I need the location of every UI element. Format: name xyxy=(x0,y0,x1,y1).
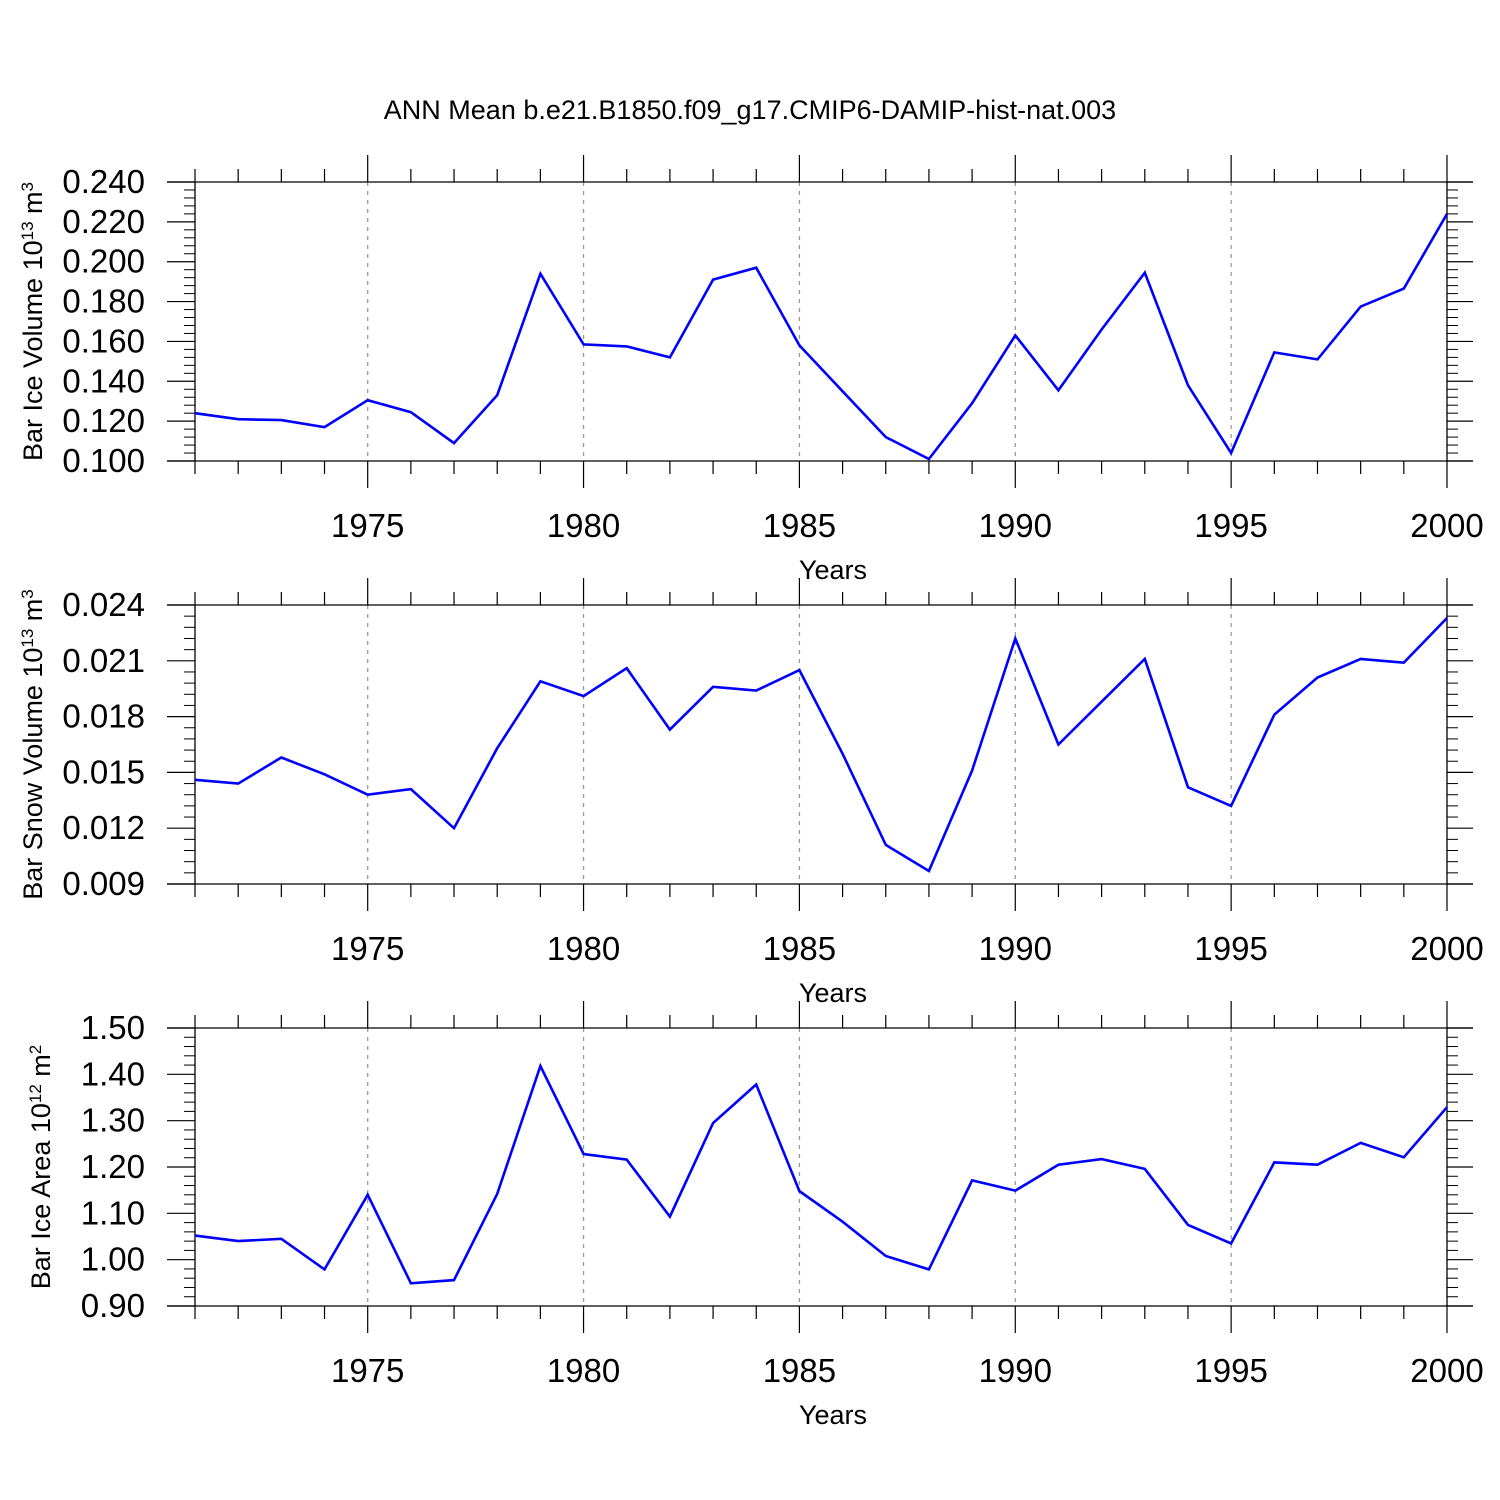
y-tick-label: 1.20 xyxy=(81,1148,145,1185)
y-axis-title: Bar Ice Volume 1013 m3 xyxy=(18,182,49,461)
panel-2: 1975 1980 1985 1990 1995 2000 Years 0.009 0.012 0… xyxy=(18,578,1484,1008)
x-tick-label: 2000 xyxy=(1410,1352,1483,1389)
y-tick-label: 1.00 xyxy=(81,1241,145,1278)
x-axis-title: Years xyxy=(799,978,867,1008)
x-tick-label: 1975 xyxy=(331,507,404,544)
figure-title: ANN Mean b.e21.B1850.f09_g17.CMIP6-DAMIP… xyxy=(384,95,1116,125)
y-tick-label: 1.30 xyxy=(81,1102,145,1139)
panels: 1975 1980 1985 1990 1995 2000Years0.1000.1200… xyxy=(18,155,1484,1430)
x-tick-label: 1995 xyxy=(1194,507,1267,544)
x-tick-label: 1980 xyxy=(547,930,620,967)
y-tick-label: 0.140 xyxy=(62,362,145,399)
x-axis-title: Years xyxy=(799,555,867,585)
panel-1: 1975 1980 1985 1990 1995 2000Years0.1000.1200… xyxy=(18,155,1484,585)
x-tick-label: 1975 xyxy=(331,1352,404,1389)
series-line xyxy=(194,1062,1448,1285)
x-tick-label: 1995 xyxy=(1194,930,1267,967)
y-tick-label: 0.024 xyxy=(62,586,145,623)
x-tick-label: 1985 xyxy=(763,930,836,967)
x-tick-label: 1985 xyxy=(763,1352,836,1389)
y-tick-label: 1.40 xyxy=(81,1055,145,1092)
x-tick-label: 1995 xyxy=(1194,1352,1267,1389)
x-tick-label: 1980 xyxy=(547,507,620,544)
y-axis-title: Bar Snow Volume 1013 m3 xyxy=(18,589,49,900)
panel-3: 1975 1980 1985 1990 1995 2000 Years 0.90 1.00 1.1… xyxy=(26,1001,1484,1430)
y-tick-label: 0.018 xyxy=(62,698,145,735)
y-tick-label: 0.180 xyxy=(62,283,145,320)
y-tick-label: 0.015 xyxy=(62,753,145,790)
x-tick-label: 1990 xyxy=(979,930,1052,967)
y-tick-label: 0.012 xyxy=(62,809,145,846)
y-tick-label: 0.100 xyxy=(62,442,145,479)
x-axis-title: Years xyxy=(799,1400,867,1430)
y-tick-label: 0.200 xyxy=(62,243,145,280)
series-line xyxy=(194,617,1448,873)
x-tick-label: 2000 xyxy=(1410,930,1483,967)
y-tick-label: 0.90 xyxy=(81,1287,145,1324)
x-tick-label: 1980 xyxy=(547,1352,620,1389)
y-tick-label: 0.220 xyxy=(62,203,145,240)
y-tick-label: 1.10 xyxy=(81,1194,145,1231)
y-tick-label: 0.240 xyxy=(62,163,145,200)
x-tick-label: 1990 xyxy=(979,507,1052,544)
y-tick-label: 0.021 xyxy=(62,642,145,679)
y-tick-label: 0.160 xyxy=(62,322,145,359)
x-tick-label: 2000 xyxy=(1410,507,1483,544)
y-tick-label: 1.50 xyxy=(81,1009,145,1046)
y-tick-label: 0.120 xyxy=(62,402,145,439)
y-axis-title: Bar Ice Area 1012 m2 xyxy=(26,1045,57,1290)
x-tick-label: 1975 xyxy=(331,930,404,967)
x-tick-label: 1985 xyxy=(763,507,836,544)
y-tick-label: 0.009 xyxy=(62,865,145,902)
x-tick-label: 1990 xyxy=(979,1352,1052,1389)
series-line xyxy=(194,213,1449,461)
